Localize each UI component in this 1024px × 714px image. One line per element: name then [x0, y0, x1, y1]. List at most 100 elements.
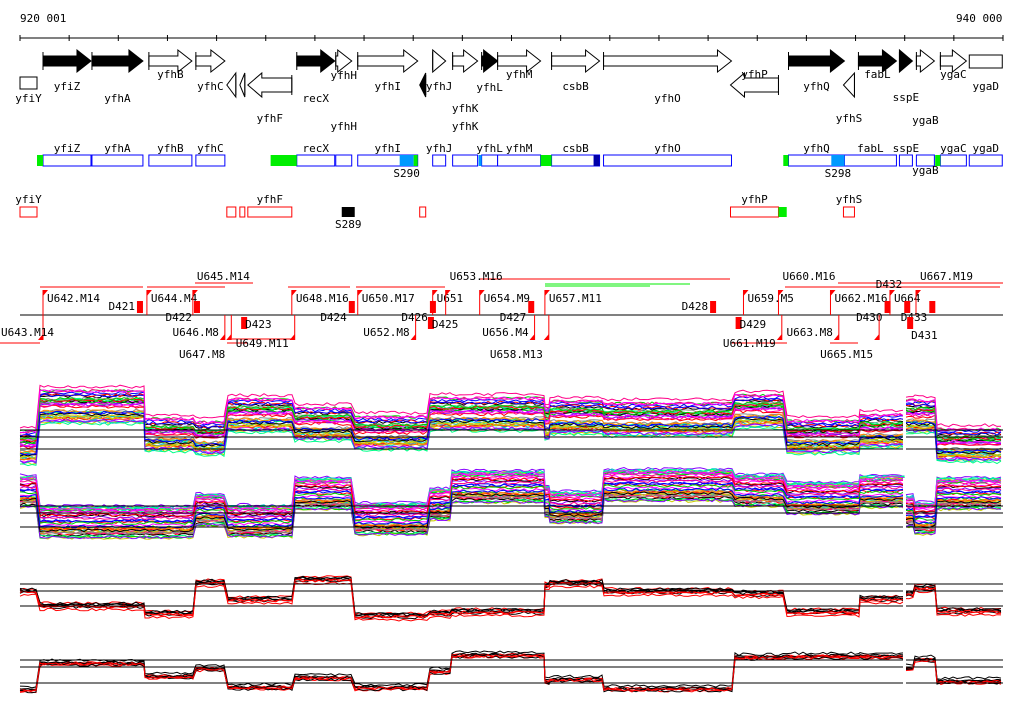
segment-label: U654.M9 — [484, 292, 530, 305]
segment-flag — [529, 334, 535, 340]
gene-label: yfhP — [741, 68, 768, 81]
segment-label: U664 — [894, 292, 921, 305]
segment-flag — [291, 290, 297, 296]
operon-box — [915, 154, 935, 167]
ruler-start-label: 920 001 — [20, 12, 66, 25]
deletion-marker — [710, 301, 717, 313]
segment-label: U647.M8 — [179, 348, 225, 361]
gene-label: fabL — [864, 68, 891, 81]
segment-label: U667.M19 — [920, 270, 973, 283]
expression-trace — [19, 469, 1002, 511]
gene-label: yfhS — [836, 112, 863, 125]
segment-label: U650.M17 — [362, 292, 415, 305]
gene-box — [968, 54, 1003, 69]
promoter-marker — [935, 155, 941, 166]
expression-trace — [19, 412, 1002, 457]
segment-flag — [833, 334, 839, 340]
expression-trace — [19, 575, 1002, 616]
segment-flag — [192, 290, 198, 296]
segment-label: U657.M11 — [549, 292, 602, 305]
segment-flag — [874, 334, 880, 340]
operon-box — [843, 154, 897, 167]
segment-flag — [830, 290, 836, 296]
operon-label: yfhH — [330, 120, 357, 133]
segment-label: D426 — [401, 311, 428, 324]
data-gap — [903, 635, 906, 695]
segment-label: U653.M16 — [450, 270, 503, 283]
segment-label: U665.M15 — [820, 348, 873, 361]
operon-label: yfhI — [374, 142, 401, 155]
gene-arrow — [603, 48, 733, 74]
operon-box — [939, 154, 967, 167]
deletion-marker — [427, 317, 434, 329]
segment-label: U649.M11 — [236, 337, 289, 350]
gene-arrow — [148, 48, 193, 74]
deletion-marker — [136, 301, 143, 313]
segment-flag — [146, 290, 152, 296]
reverse-operon-label: yfhS — [836, 193, 863, 206]
reverse-operon-box — [729, 206, 779, 218]
segment-label: D431 — [911, 329, 938, 342]
gene-arrow — [497, 48, 542, 74]
reverse-marker — [778, 207, 787, 217]
gene-label: ygaC — [940, 68, 967, 81]
gene-box — [19, 76, 38, 90]
deletion-marker — [193, 301, 200, 313]
segment-label: U648.M16 — [296, 292, 349, 305]
expression-trace — [19, 410, 1002, 455]
gene-arrow — [481, 48, 499, 74]
expression-trace — [19, 655, 1002, 694]
operon-label: fabL — [857, 142, 884, 155]
deletion-marker — [904, 301, 911, 313]
deletion-marker — [348, 301, 355, 313]
deletion-marker — [929, 301, 936, 313]
operon-label: yfhQ — [803, 142, 830, 155]
segment-flag — [743, 290, 749, 296]
expression-trace — [19, 391, 1002, 435]
operon-box — [148, 154, 193, 167]
segment-label: D422 — [165, 311, 192, 324]
segment-label: U663.M8 — [786, 326, 832, 339]
gene-arrow — [91, 48, 144, 74]
operon-box — [452, 154, 479, 167]
gene-label: recX — [303, 92, 330, 105]
gene-arrow — [729, 71, 779, 99]
gene-arrow — [452, 48, 479, 74]
expression-panel-3 — [19, 560, 1003, 622]
expression-trace — [19, 409, 1002, 454]
segment-label: U656.M4 — [482, 326, 529, 339]
gene-arrow — [247, 71, 293, 99]
gene-label: yfhL — [476, 81, 503, 94]
operon-box — [296, 154, 336, 167]
segment-flag — [776, 334, 782, 340]
segment-label: U659.M5 — [747, 292, 793, 305]
gene-label: ygaB — [912, 114, 939, 127]
expression-trace — [19, 578, 1002, 619]
expression-trace — [19, 415, 1002, 459]
gene-label: yfhA — [104, 92, 131, 105]
segment-label: D432 — [876, 278, 903, 291]
deletion-marker — [735, 317, 742, 329]
gene-arrow — [898, 48, 914, 74]
gene-arrow — [842, 71, 855, 99]
segment-flag — [289, 334, 295, 340]
operon-box — [968, 154, 1003, 167]
reverse-marker — [341, 207, 355, 217]
expression-trace — [19, 479, 1002, 521]
gene-label: yfhK — [452, 102, 479, 115]
operon-label: yfhC — [197, 142, 224, 155]
expression-trace — [19, 393, 1002, 437]
operon-label: ygaB — [912, 164, 939, 177]
gene-label: yfhF — [257, 112, 284, 125]
gene-arrow — [432, 48, 447, 74]
segment-flag — [543, 334, 549, 340]
gene-label: yfhM — [506, 68, 533, 81]
segment-flag — [357, 290, 363, 296]
expression-trace — [19, 653, 1002, 692]
site-marker — [593, 155, 600, 166]
operon-label: ygaD — [973, 142, 1000, 155]
gene-label: yfiY — [15, 92, 42, 105]
operon-box — [91, 154, 144, 167]
operon-box — [551, 154, 601, 167]
